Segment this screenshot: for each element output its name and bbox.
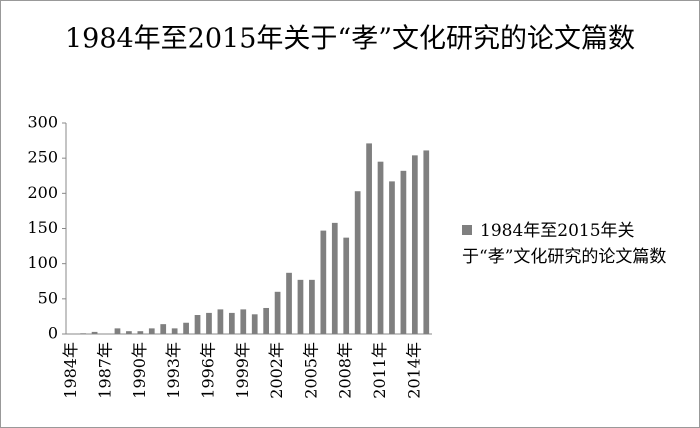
y-tick-label: 100: [27, 253, 58, 272]
bar: [240, 309, 247, 334]
bar: [423, 150, 430, 334]
x-tick-label: 2011年: [370, 342, 389, 399]
bar: [263, 307, 270, 334]
bar: [297, 279, 304, 334]
y-tick-label: 150: [27, 218, 58, 237]
bar: [148, 328, 155, 334]
bar: [286, 272, 292, 334]
x-tick-label: 1996年: [198, 342, 217, 399]
x-tick-label: 1987年: [96, 342, 115, 399]
bar: [114, 328, 121, 334]
legend: 1984年至2015年关于“孝”文化研究的论文篇数: [462, 218, 698, 270]
y-tick-label: 0: [48, 324, 58, 343]
bar: [206, 312, 212, 334]
x-tick-label: 1999年: [233, 342, 252, 399]
bar: [160, 324, 167, 334]
bar: [171, 328, 178, 334]
y-tick-label: 300: [27, 113, 58, 132]
bar: [377, 161, 384, 334]
bar: [274, 291, 281, 334]
legend-label: 1984年至2015年关于“孝”文化研究的论文篇数: [462, 221, 667, 267]
bar: [126, 331, 132, 334]
x-tick-label: 1993年: [164, 342, 183, 399]
y-tick-label: 200: [27, 183, 58, 202]
chart-title: 1984年至2015年关于“孝”文化研究的论文篇数: [65, 24, 635, 55]
bar: [183, 322, 189, 334]
legend-swatch: [462, 225, 472, 235]
x-tick-label: 2008年: [336, 342, 355, 399]
bar: [400, 170, 407, 334]
x-tick-label: 2002年: [267, 342, 286, 399]
bar: [366, 143, 372, 334]
x-tick-label: 2014年: [404, 342, 423, 399]
bar: [194, 315, 201, 334]
bar: [91, 331, 98, 334]
y-tick-label: 50: [38, 288, 58, 307]
bar: [80, 333, 87, 334]
x-tick-label: 1990年: [130, 342, 149, 399]
bar: [331, 222, 338, 334]
y-tick-label: 250: [27, 148, 58, 167]
x-tick-label: 2005年: [301, 342, 320, 399]
bar: [343, 237, 350, 334]
bar: [228, 312, 235, 334]
bar: [354, 191, 361, 334]
bar: [251, 314, 258, 334]
bar: [389, 181, 395, 334]
bar: [309, 279, 315, 334]
bar: [411, 155, 418, 334]
bar: [217, 309, 224, 334]
bar: [137, 331, 144, 334]
bar: [320, 230, 327, 334]
x-tick-label: 1984年: [61, 342, 80, 399]
